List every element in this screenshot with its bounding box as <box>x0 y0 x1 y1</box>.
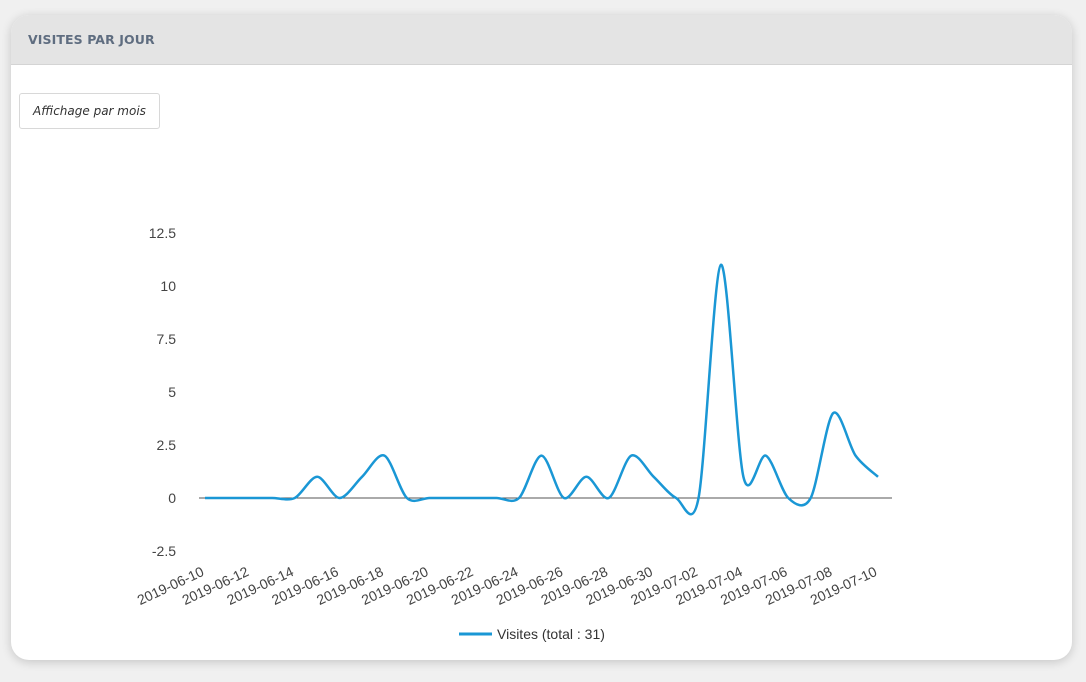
y-tick-label: 0 <box>168 490 176 506</box>
y-tick-label: 10 <box>160 278 176 294</box>
series-line-visits <box>205 263 879 516</box>
panel-title: VISITES PAR JOUR <box>28 32 155 47</box>
y-tick-label: 12.5 <box>149 225 176 241</box>
y-tick-label: 2.5 <box>157 437 177 453</box>
panel-header: VISITES PAR JOUR <box>11 15 1072 65</box>
legend-label: Visites (total : 31) <box>497 626 605 642</box>
monthly-view-button[interactable]: Affichage par mois <box>19 93 160 129</box>
y-tick-label: -2.5 <box>152 543 176 559</box>
visits-panel: VISITES PAR JOUR Affichage par mois <box>11 15 1072 660</box>
y-tick-label: 5 <box>168 384 176 400</box>
y-tick-label: 7.5 <box>157 331 177 347</box>
